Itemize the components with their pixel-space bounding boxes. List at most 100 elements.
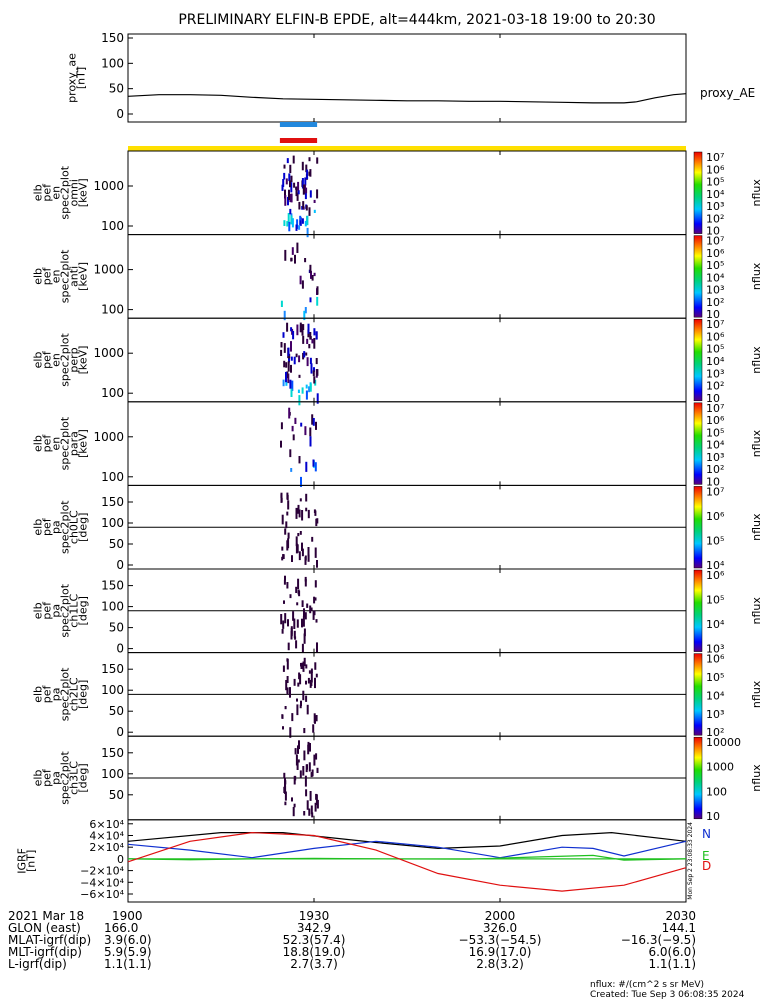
spectrogram-pixel xyxy=(313,754,316,766)
spectrogram-pixel xyxy=(292,807,295,817)
footer-value: 5.9(5.9) xyxy=(104,945,152,959)
spectrogram-pixel xyxy=(284,777,286,789)
footer-value: 2.7(3.7) xyxy=(290,957,338,971)
spectrogram-pixel xyxy=(311,275,314,281)
spectrogram-pixel xyxy=(288,173,291,182)
colorbar-gradient xyxy=(693,402,703,485)
colorbar-tick-label: 10⁴ xyxy=(706,689,725,702)
colorbar-tick-label: 10 xyxy=(706,475,720,488)
spectrogram-pixel xyxy=(287,642,290,651)
y-tick-label: 150 xyxy=(101,746,124,760)
spectrogram-pixel xyxy=(298,395,301,406)
spectrogram-pixel xyxy=(299,770,302,778)
spectrogram-pixel xyxy=(283,600,285,604)
spectrogram-pixel xyxy=(307,509,310,519)
science-zone-bar-blue xyxy=(279,122,318,127)
colorbar: 10000 1000 100 10 nflux xyxy=(693,736,763,823)
spectrogram-pixel xyxy=(316,286,319,295)
colorbar-tick-label: 10³ xyxy=(706,643,724,656)
colorbar-tick-label: 10 xyxy=(706,810,720,823)
spectrogram-pixel xyxy=(290,468,293,472)
spectrogram-pixel xyxy=(286,582,289,589)
colorbar-tick-label: 10³ xyxy=(706,200,724,213)
spectrogram-pixel xyxy=(311,536,314,542)
spectrogram-pixel xyxy=(304,258,307,263)
spectrogram-pixel xyxy=(301,280,304,289)
y-axis-label: IGRF[nT] xyxy=(16,848,38,874)
spectrogram-pixel xyxy=(298,201,301,210)
y-tick-label: −6×10⁴ xyxy=(80,888,124,901)
spectrogram-pixel xyxy=(286,221,289,227)
spectrogram-pixel xyxy=(285,362,288,368)
state-bar-yellow xyxy=(128,146,686,151)
spectrogram-pixel xyxy=(305,390,308,400)
spectrogram-pixel xyxy=(285,680,288,691)
spectrogram-pixel xyxy=(280,422,283,430)
spectrogram-pixel xyxy=(316,767,319,773)
y-tick-label: 2×10⁴ xyxy=(89,841,124,854)
spectrogram-pixel xyxy=(296,324,299,336)
colorbar-tick-label: 10⁵ xyxy=(706,534,724,547)
spectrogram-pixel xyxy=(310,270,312,279)
spectrogram-pixel xyxy=(313,209,316,213)
colorbar-tick-label: 10⁵ xyxy=(706,176,724,189)
colorbar-tick-label: 10⁴ xyxy=(706,618,725,631)
spectrogram-pixel xyxy=(305,164,308,173)
spectrogram-pixel xyxy=(291,380,294,391)
spectrogram-pixel xyxy=(290,327,293,332)
spectrogram-pixel xyxy=(290,341,292,352)
spectrogram-pixel xyxy=(285,371,287,383)
y-tick-label: 0 xyxy=(116,558,124,572)
spectrogram-panel-7: 150100500elbpefpaspec2plotch2LC[deg]10⁶1… xyxy=(32,652,763,739)
spectrogram-pixel xyxy=(293,803,296,808)
spectrogram-pixel xyxy=(316,393,319,404)
footer-value: 1.1(1.1) xyxy=(648,957,696,971)
colorbar: 10⁷ 10⁶ 10⁵ 10⁴ nflux xyxy=(693,485,763,572)
colorbar-tick-label: 10³ xyxy=(706,708,724,721)
colorbar-tick-label: 1000 xyxy=(706,761,734,774)
footer-value: 2.8(3.2) xyxy=(476,957,524,971)
colorbar-tick-label: 10⁶ xyxy=(706,330,725,343)
y-tick-label: 150 xyxy=(101,31,124,45)
spectrogram-pixel xyxy=(281,514,284,525)
spectrogram-pixel xyxy=(287,619,289,627)
spectrogram-pixel xyxy=(283,343,286,353)
spectrogram-panel-2: 1000100elbpefenspec2plotanti[keV]10⁷10⁶1… xyxy=(32,234,763,321)
spectrogram-pixel xyxy=(294,417,297,424)
spectrogram-pixel xyxy=(287,196,289,206)
spectrogram-pixel xyxy=(313,367,315,372)
spectrogram-pixel xyxy=(309,332,312,340)
spectrogram-pixel xyxy=(286,322,289,332)
y-axis-label: elbpefenspec2plotperp[keV] xyxy=(32,333,90,387)
spectrogram-pixel xyxy=(304,184,306,194)
spectrogram-pixel xyxy=(305,789,308,797)
spectrogram-pixel xyxy=(305,493,308,502)
spectrogram-pixel xyxy=(293,775,296,785)
spectrogram-pixel xyxy=(314,580,317,588)
spectrogram-pixel xyxy=(302,335,305,344)
colorbar-tick-label: 10² xyxy=(706,726,724,739)
spectrogram-pixel xyxy=(286,659,289,670)
spectrogram-pixel xyxy=(312,610,315,620)
spectrogram-pixel xyxy=(312,418,315,426)
spectrogram-pixel xyxy=(287,347,290,357)
spectrogram-pixel xyxy=(310,607,313,611)
spectrogram-pixel xyxy=(287,361,290,372)
y-tick-label: 6×10⁴ xyxy=(89,818,124,831)
spectrogram-pixel xyxy=(290,364,292,373)
science-zone-bar-red xyxy=(279,138,318,143)
colorbar-tick-label: 10⁴ xyxy=(706,271,725,284)
spectrogram-pixel xyxy=(291,425,294,432)
spectrogram-pixel xyxy=(308,762,311,772)
y-tick-label: 100 xyxy=(101,56,124,70)
spectrogram-pixel xyxy=(300,476,302,487)
spectrogram-pixel xyxy=(290,193,293,203)
spectrogram-pixel xyxy=(301,161,304,171)
footer-value: 326.0 xyxy=(483,921,517,935)
spectrogram-pixel xyxy=(305,352,308,356)
colorbar-tick-label: 10⁵ xyxy=(706,343,724,356)
spectrogram-pixel xyxy=(309,357,312,364)
